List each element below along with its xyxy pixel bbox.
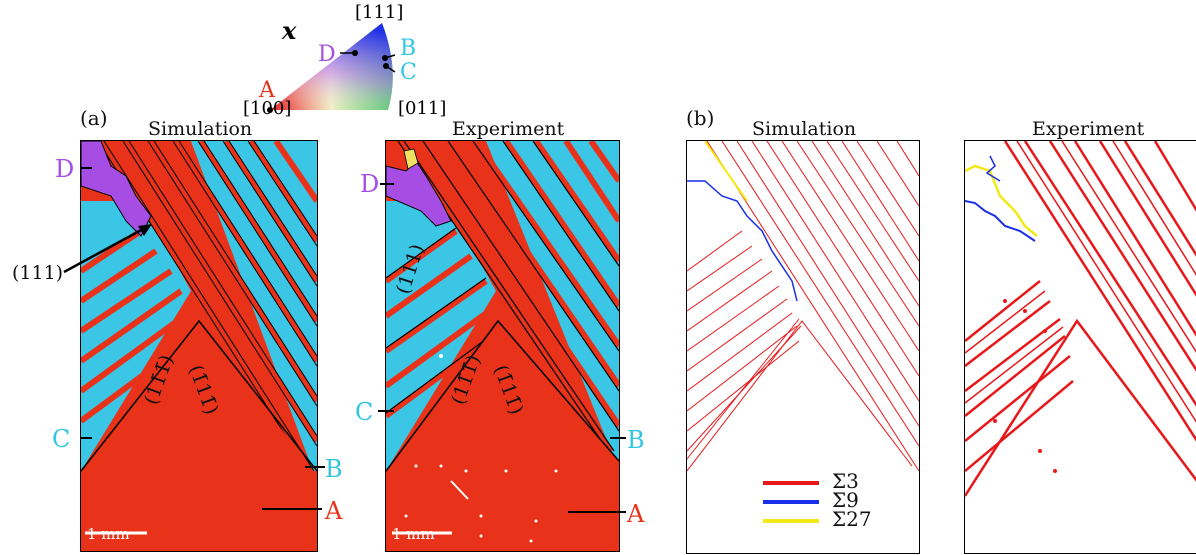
panel-a-label: (a) — [80, 106, 108, 130]
sim-point-b: B — [325, 455, 343, 483]
panel-b-label: (b) — [686, 106, 715, 130]
exp-point-a: A — [627, 500, 645, 528]
sim-point-c-tick — [80, 437, 92, 439]
experiment-scale-bar-label: 1 mm — [392, 525, 435, 543]
legend-sigma9: Σ9 — [832, 488, 859, 512]
ipf-point-c: C — [400, 60, 417, 85]
sim-point-d: D — [55, 155, 75, 183]
panel-a-sim-title: Simulation — [148, 118, 253, 140]
exp-point-b-tick — [610, 437, 626, 439]
panel-b-sim-title: Simulation — [752, 118, 857, 140]
panel-b-exp-title: Experiment — [1032, 118, 1145, 140]
exp-point-c-tick — [378, 410, 394, 412]
ipf-dir-011: [011] — [398, 98, 447, 119]
simulation-boundary-map — [686, 140, 920, 554]
ipf-dir-100: [100] — [243, 98, 292, 119]
plane-111-arrow — [63, 224, 152, 274]
exp-point-d-tick — [380, 183, 394, 185]
experiment-boundary-map — [964, 140, 1196, 554]
ipf-point-a: A — [259, 78, 275, 103]
plane-111-label: (111) — [12, 262, 64, 284]
sim-point-c: C — [52, 425, 71, 453]
simulation-scale-bar-label: 1 mm — [87, 525, 130, 543]
simulation-ebsd-map — [80, 140, 318, 552]
legend-sigma3: Σ3 — [832, 469, 859, 493]
exp-point-b: B — [627, 426, 645, 454]
panel-a-exp-title: Experiment — [452, 118, 565, 140]
experiment-ebsd-map — [385, 140, 620, 552]
exp-point-c: C — [355, 398, 374, 426]
sim-point-b-tick — [305, 466, 325, 468]
ipf-axis-label: x — [282, 16, 297, 45]
exp-point-a-tick — [568, 511, 626, 513]
exp-point-d: D — [360, 170, 380, 198]
ipf-point-d: D — [318, 42, 336, 67]
sim-point-a-tick — [262, 508, 322, 510]
sim-point-d-tick — [80, 167, 92, 169]
ipf-triangle — [267, 23, 396, 113]
sim-point-a: A — [325, 497, 343, 525]
legend-sigma27: Σ27 — [832, 507, 872, 531]
ipf-point-b: B — [400, 36, 417, 61]
ipf-dir-111: [111] — [355, 2, 404, 23]
